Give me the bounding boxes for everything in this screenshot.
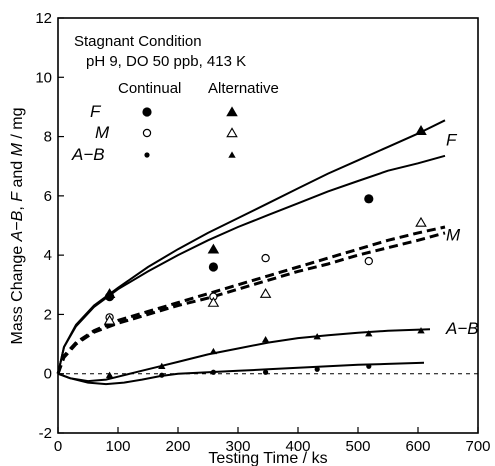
y-tick-label: 8: [44, 129, 52, 146]
data-point-ab-continual: [314, 366, 320, 372]
x-tick-label: 200: [165, 438, 190, 455]
y-tick-label: 0: [44, 366, 52, 383]
legend-marker-alternative: [226, 106, 238, 117]
y-tick-label: -2: [39, 425, 52, 442]
x-tick-label: 100: [105, 438, 130, 455]
marker-layer: [103, 125, 427, 380]
data-point-ab-continual: [210, 369, 216, 375]
annotation-line-1: Stagnant Condition: [74, 33, 202, 50]
y-tick-label: 6: [44, 188, 52, 205]
y-axis-title: Mass Change A−B, F and M / mg: [9, 107, 26, 344]
legend-marker-continual: [142, 107, 152, 117]
data-point-m-continual: [364, 256, 373, 266]
legend: FM A−B: [71, 102, 238, 164]
data-point-ab-alternative: [417, 327, 425, 334]
data-point-f-alternative: [103, 288, 116, 298]
fit-curve-ab: [57, 328, 431, 383]
fit-curve-f: [57, 154, 446, 374]
data-point-ab-alternative: [261, 336, 270, 343]
fit-curve-f: [57, 119, 446, 374]
curve-label: M: [446, 225, 461, 244]
x-tick-label: 400: [285, 438, 310, 455]
data-point-ab-continual: [366, 363, 372, 369]
curve-label-layer: F M A−B: [445, 131, 479, 338]
legend-marker-continual: [144, 152, 150, 158]
legend-marker-alternative: [228, 151, 236, 158]
data-point-f-alternative: [415, 125, 427, 135]
y-tick-label: 4: [44, 247, 52, 264]
fit-curve-ab: [57, 361, 425, 386]
data-point-f-alternative: [207, 243, 220, 254]
data-point-ab-continual: [159, 372, 165, 378]
data-point-ab-alternative: [105, 371, 114, 378]
y-tick-label: 12: [35, 10, 52, 27]
annotation-line-2: pH 9, DO 50 ppb, 413 K: [86, 53, 246, 70]
x-tick-label: 0: [54, 438, 62, 455]
data-point-m-alternative: [103, 314, 116, 325]
data-point-ab-alternative: [158, 362, 166, 370]
legend-header-alternative: Alternative: [208, 80, 279, 97]
legend-label: F: [90, 102, 102, 121]
fit-curve-m: [56, 225, 446, 375]
x-tick-label: 600: [405, 438, 430, 455]
x-tick-label: 500: [345, 438, 370, 455]
x-tick-label: 700: [465, 438, 490, 455]
x-axis-title: Testing Time / ks: [208, 450, 327, 466]
data-point-m-alternative: [259, 287, 272, 298]
legend-label: A−B: [71, 145, 105, 164]
x-tick-label: 300: [225, 438, 250, 455]
data-point-f-continual: [364, 194, 374, 204]
data-point-ab-alternative: [209, 347, 218, 355]
legend-label: M: [95, 123, 110, 142]
curve-layer: [56, 119, 446, 386]
data-point-ab-alternative: [313, 333, 321, 340]
data-point-m-alternative: [207, 296, 220, 307]
data-point-m-alternative: [415, 216, 427, 227]
plot-frame: [57, 17, 479, 434]
curve-label: A−B: [445, 319, 479, 338]
fit-curve-m: [56, 231, 446, 375]
legend-header-continual: Continual: [118, 80, 181, 97]
data-point-f-continual: [208, 262, 218, 272]
legend-marker-alternative: [226, 127, 238, 138]
legend-marker-continual: [142, 128, 152, 138]
data-point-ab-alternative: [365, 330, 373, 337]
data-point-ab-continual: [263, 369, 269, 375]
data-point-m-continual: [261, 253, 270, 263]
curve-label: F: [446, 131, 458, 150]
y-tick-label: 10: [35, 69, 52, 86]
y-tick-label: 2: [44, 306, 52, 323]
